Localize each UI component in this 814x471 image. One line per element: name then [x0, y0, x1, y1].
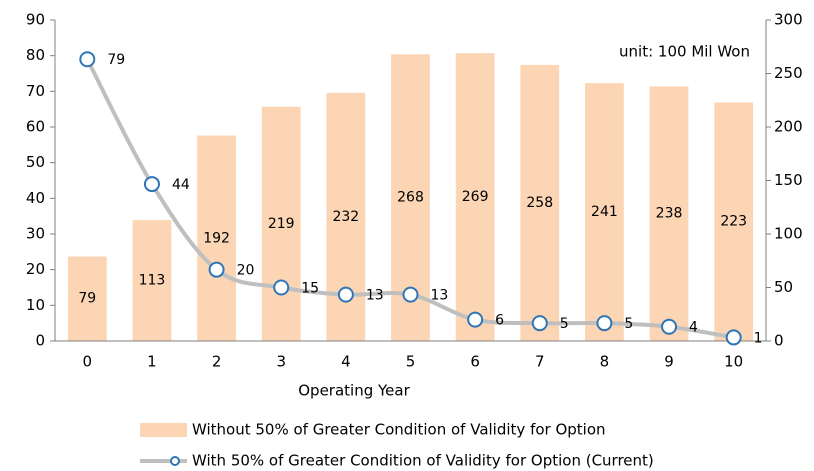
y2-tick-label: 150 — [774, 171, 803, 189]
line-marker — [725, 329, 742, 346]
line-value-label: 5 — [560, 316, 569, 332]
bar — [585, 83, 624, 341]
bar-value-label: 79 — [78, 291, 96, 307]
x-tick-label: 4 — [341, 353, 351, 371]
y2-tick-label: 300 — [774, 11, 803, 29]
y-tick-label: 30 — [26, 225, 45, 243]
bar-value-label: 241 — [591, 204, 618, 220]
x-tick-label: 7 — [535, 353, 545, 371]
line-marker — [208, 261, 225, 278]
legend-marker — [170, 456, 180, 466]
bar-value-label: 232 — [332, 209, 359, 225]
bar-value-label: 223 — [720, 214, 747, 230]
x-tick-label: 5 — [406, 353, 416, 371]
line-value-label: 13 — [431, 288, 449, 304]
y-tick-label: 50 — [26, 153, 45, 171]
y2-tick-label: 250 — [774, 64, 803, 82]
y-tick-label: 20 — [26, 260, 45, 278]
x-tick-label: 6 — [470, 353, 480, 371]
y2-tick-label: 100 — [774, 225, 803, 243]
bar-value-label: 269 — [462, 189, 489, 205]
bar-value-label: 238 — [656, 206, 683, 222]
line-marker — [337, 286, 354, 303]
bar — [261, 106, 301, 341]
x-tick-label: 9 — [664, 353, 674, 371]
line-value-label: 79 — [107, 52, 125, 68]
line-value-label: 4 — [689, 320, 698, 336]
bar — [714, 102, 754, 341]
line-value-label: 20 — [237, 263, 255, 279]
x-tick-label: 3 — [276, 353, 286, 371]
line-value-label: 44 — [172, 177, 190, 193]
x-tick-label: 8 — [600, 353, 610, 371]
y-tick-label: 70 — [26, 82, 45, 100]
legend-label: Without 50% of Greater Condition of Vali… — [192, 421, 606, 439]
line — [85, 58, 735, 340]
bar — [197, 135, 236, 341]
legend-swatch — [140, 423, 187, 437]
bar-value-label: 219 — [268, 216, 295, 232]
bar — [649, 86, 689, 341]
bar-value-label: 113 — [139, 273, 166, 289]
bar — [132, 220, 172, 341]
x-tick-label: 2 — [212, 353, 222, 371]
x-axis-title: Operating Year — [298, 382, 410, 400]
line-value-label: 13 — [366, 288, 384, 304]
legend-label: With 50% of Greater Condition of Validit… — [192, 452, 654, 470]
x-tick-label: 1 — [147, 353, 157, 371]
x-tick-label: 10 — [724, 353, 743, 371]
y-tick-label: 0 — [35, 332, 45, 350]
bar — [455, 53, 495, 342]
y2-tick-label: 200 — [774, 118, 803, 136]
y-tick-label: 10 — [26, 296, 45, 314]
line-value-label: 5 — [624, 316, 633, 332]
bar — [67, 256, 107, 341]
y-tick-label: 90 — [26, 11, 45, 29]
line-marker — [661, 318, 678, 335]
line-marker — [531, 315, 548, 332]
line-marker — [273, 279, 290, 296]
line-value-label: 6 — [495, 313, 504, 329]
y-tick-label: 80 — [26, 46, 45, 64]
line-marker — [467, 311, 484, 328]
y-tick-label: 60 — [26, 118, 45, 136]
line-value-label: 1 — [754, 330, 763, 346]
bar — [520, 64, 560, 341]
line-marker — [79, 51, 96, 68]
line-marker — [143, 176, 160, 193]
x-tick-label: 0 — [83, 353, 93, 371]
bar-value-label: 192 — [203, 230, 230, 246]
annotation: unit: 100 Mil Won — [619, 43, 750, 61]
bar-value-label: 258 — [526, 195, 553, 211]
line-marker — [402, 286, 419, 303]
y2-tick-label: 0 — [774, 332, 784, 350]
bar-value-label: 268 — [397, 190, 424, 206]
y2-tick-label: 50 — [774, 278, 793, 296]
y-tick-label: 40 — [26, 189, 45, 207]
line-value-label: 15 — [301, 281, 319, 297]
line-marker — [596, 315, 613, 332]
